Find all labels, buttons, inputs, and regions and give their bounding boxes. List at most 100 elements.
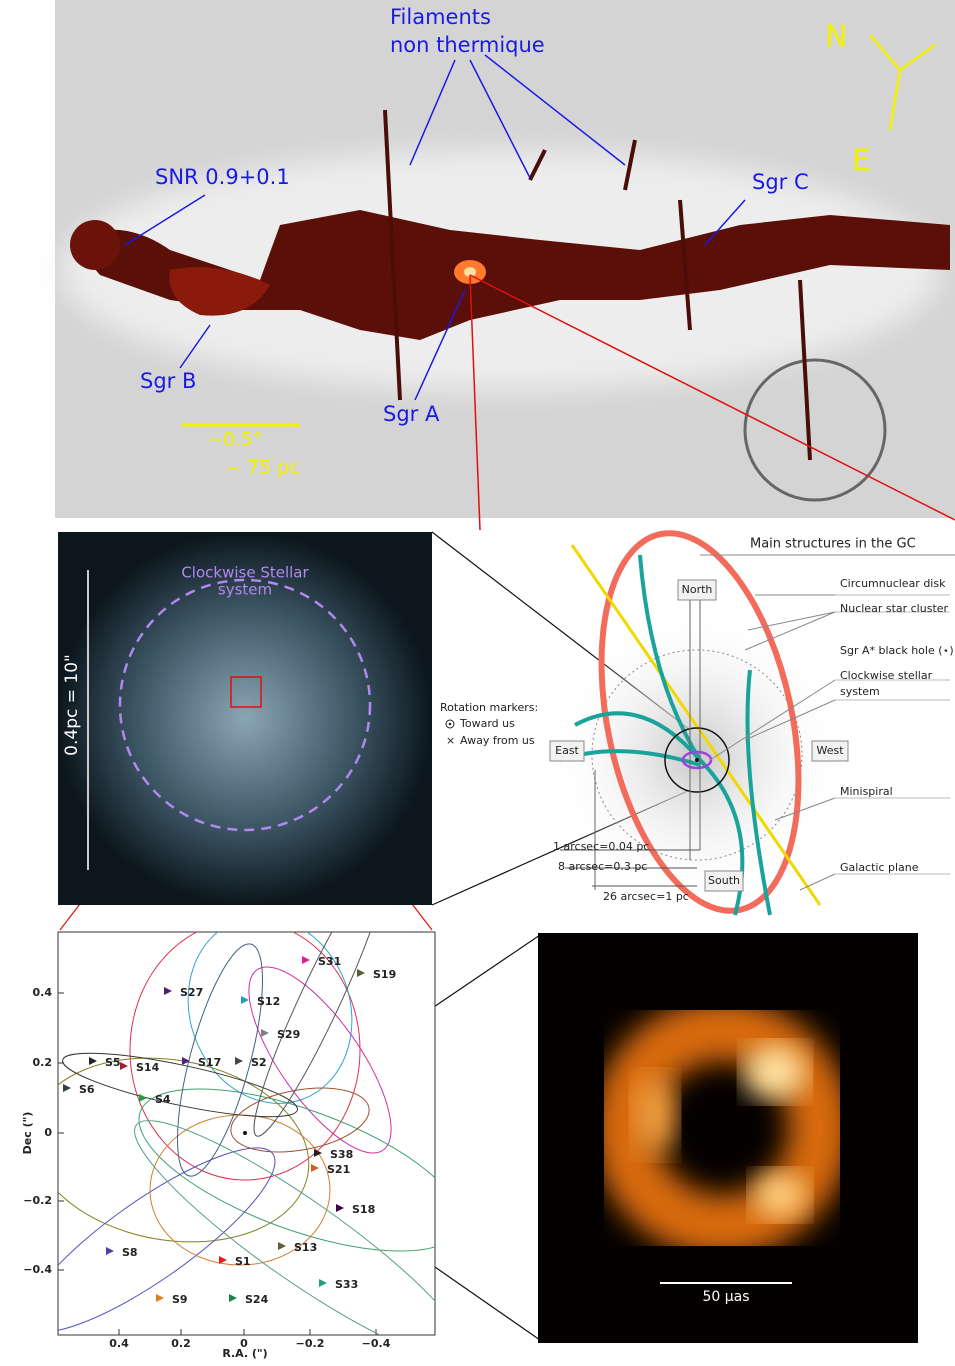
orbit-marker — [319, 1279, 327, 1287]
structure-label: Minispiral — [840, 785, 893, 798]
galactic-plane — [570, 544, 822, 906]
star-label: S1 — [235, 1255, 251, 1268]
orbit-marker — [229, 1294, 237, 1302]
toward-icon — [448, 722, 452, 726]
hot-spot — [633, 1075, 677, 1155]
orbit-marker — [156, 1294, 164, 1302]
orbit-marker — [120, 1062, 128, 1070]
star-label: S29 — [277, 1028, 300, 1041]
star-label: S12 — [257, 995, 280, 1008]
hot-spot — [743, 1044, 807, 1100]
snr — [70, 220, 120, 270]
measure-arrows — [560, 849, 700, 887]
stellar-label: Clockwise Stellar — [181, 564, 309, 582]
orbit-marker — [106, 1247, 114, 1255]
x-tick-label: −0.2 — [296, 1337, 325, 1350]
label-lines — [835, 594, 950, 875]
zoom-box — [230, 676, 262, 708]
orbit-marker — [241, 996, 249, 1004]
black-hole — [695, 758, 699, 762]
structure-label: Circumnuclear disk — [840, 577, 946, 590]
structure-label: system — [840, 685, 880, 698]
structure-label: Galactic plane — [840, 861, 919, 874]
filaments-label: Filaments — [390, 5, 491, 29]
snr-label: SNR 0.9+0.1 — [155, 165, 290, 189]
x-tick-label: −0.4 — [362, 1337, 391, 1350]
bubble — [743, 358, 887, 502]
star-label: S27 — [180, 986, 203, 999]
orbit-marker — [219, 1256, 227, 1264]
sgr-b-cloud — [169, 267, 270, 316]
south-label: South — [708, 874, 740, 887]
emission-band — [70, 210, 950, 340]
orbit — [129, 932, 361, 1181]
east: E — [852, 144, 871, 179]
orbit-marker — [89, 1057, 97, 1065]
zoom-circle — [664, 727, 730, 793]
north: N — [825, 20, 847, 55]
dotted-circle — [591, 649, 803, 861]
orbit-marker — [336, 1204, 344, 1212]
star-label: S33 — [335, 1278, 358, 1291]
orbit-marker — [139, 1094, 147, 1102]
filaments — [383, 109, 812, 461]
measure-lines — [594, 600, 701, 890]
star-label: S17 — [198, 1056, 221, 1069]
leaders — [709, 594, 836, 891]
star-label: S38 — [330, 1148, 353, 1161]
orbit — [58, 1147, 276, 1333]
star-label: S6 — [79, 1083, 95, 1096]
orbit-marker — [261, 1029, 269, 1037]
star-label: S13 — [294, 1241, 317, 1254]
west-box — [811, 740, 849, 762]
y-tick-label: 0.4 — [33, 986, 53, 999]
star-label: S14 — [136, 1061, 160, 1074]
toward-icon — [445, 719, 455, 729]
x-axis-label: R.A. (") — [222, 1347, 267, 1360]
star-label: S5 — [105, 1056, 121, 1069]
star-label: S4 — [155, 1093, 171, 1106]
east-label: East — [555, 744, 579, 757]
orbit — [248, 966, 392, 1154]
star-label: S21 — [327, 1163, 350, 1176]
y-tick-label: −0.4 — [23, 1263, 52, 1276]
star-label: S18 — [352, 1203, 375, 1216]
x-tick-label: 0.2 — [171, 1337, 191, 1350]
zoom-lines — [469, 274, 955, 531]
ring — [593, 999, 851, 1257]
east-box — [549, 740, 585, 762]
orbit — [62, 1052, 298, 1118]
star-label: S24 — [245, 1293, 269, 1306]
dashed-circle — [118, 578, 372, 832]
scale-angle: ~0.5° — [207, 429, 263, 451]
clockwise-orbit — [681, 750, 713, 770]
diagram-panel: Main structures in the GC Circumnuclear … — [440, 530, 955, 916]
away-label: Away from us — [460, 734, 535, 747]
eht-panel: 50 μas — [538, 933, 918, 1343]
sgr-a-core — [464, 267, 476, 277]
y-tick-label: 0 — [44, 1126, 52, 1139]
orbit-marker — [235, 1057, 243, 1065]
orbit-marker — [278, 1242, 286, 1250]
star-label: S31 — [318, 955, 341, 968]
orbit — [134, 1120, 435, 1335]
hot-spot — [752, 1171, 808, 1219]
y-tick-label: −0.2 — [23, 1194, 52, 1207]
arrows — [124, 54, 746, 401]
west-label: West — [816, 744, 844, 757]
sgr-a-star — [243, 1131, 247, 1135]
y-axis-label: Dec (") — [21, 1112, 34, 1155]
orbit — [177, 943, 263, 1177]
north-box — [677, 579, 717, 601]
x-tick-label: 0.4 — [109, 1337, 129, 1350]
star-label: S19 — [373, 968, 396, 981]
structure-label: Nuclear star cluster — [840, 602, 949, 615]
y-tick-label: 0.2 — [33, 1056, 53, 1069]
orbit-marker — [182, 1057, 190, 1065]
orbit-marker — [311, 1164, 319, 1172]
orbit-marker — [357, 969, 365, 977]
orbit — [138, 1088, 435, 1252]
scale-label: 50 μas — [702, 1289, 749, 1305]
toward-label: Toward us — [459, 717, 515, 730]
